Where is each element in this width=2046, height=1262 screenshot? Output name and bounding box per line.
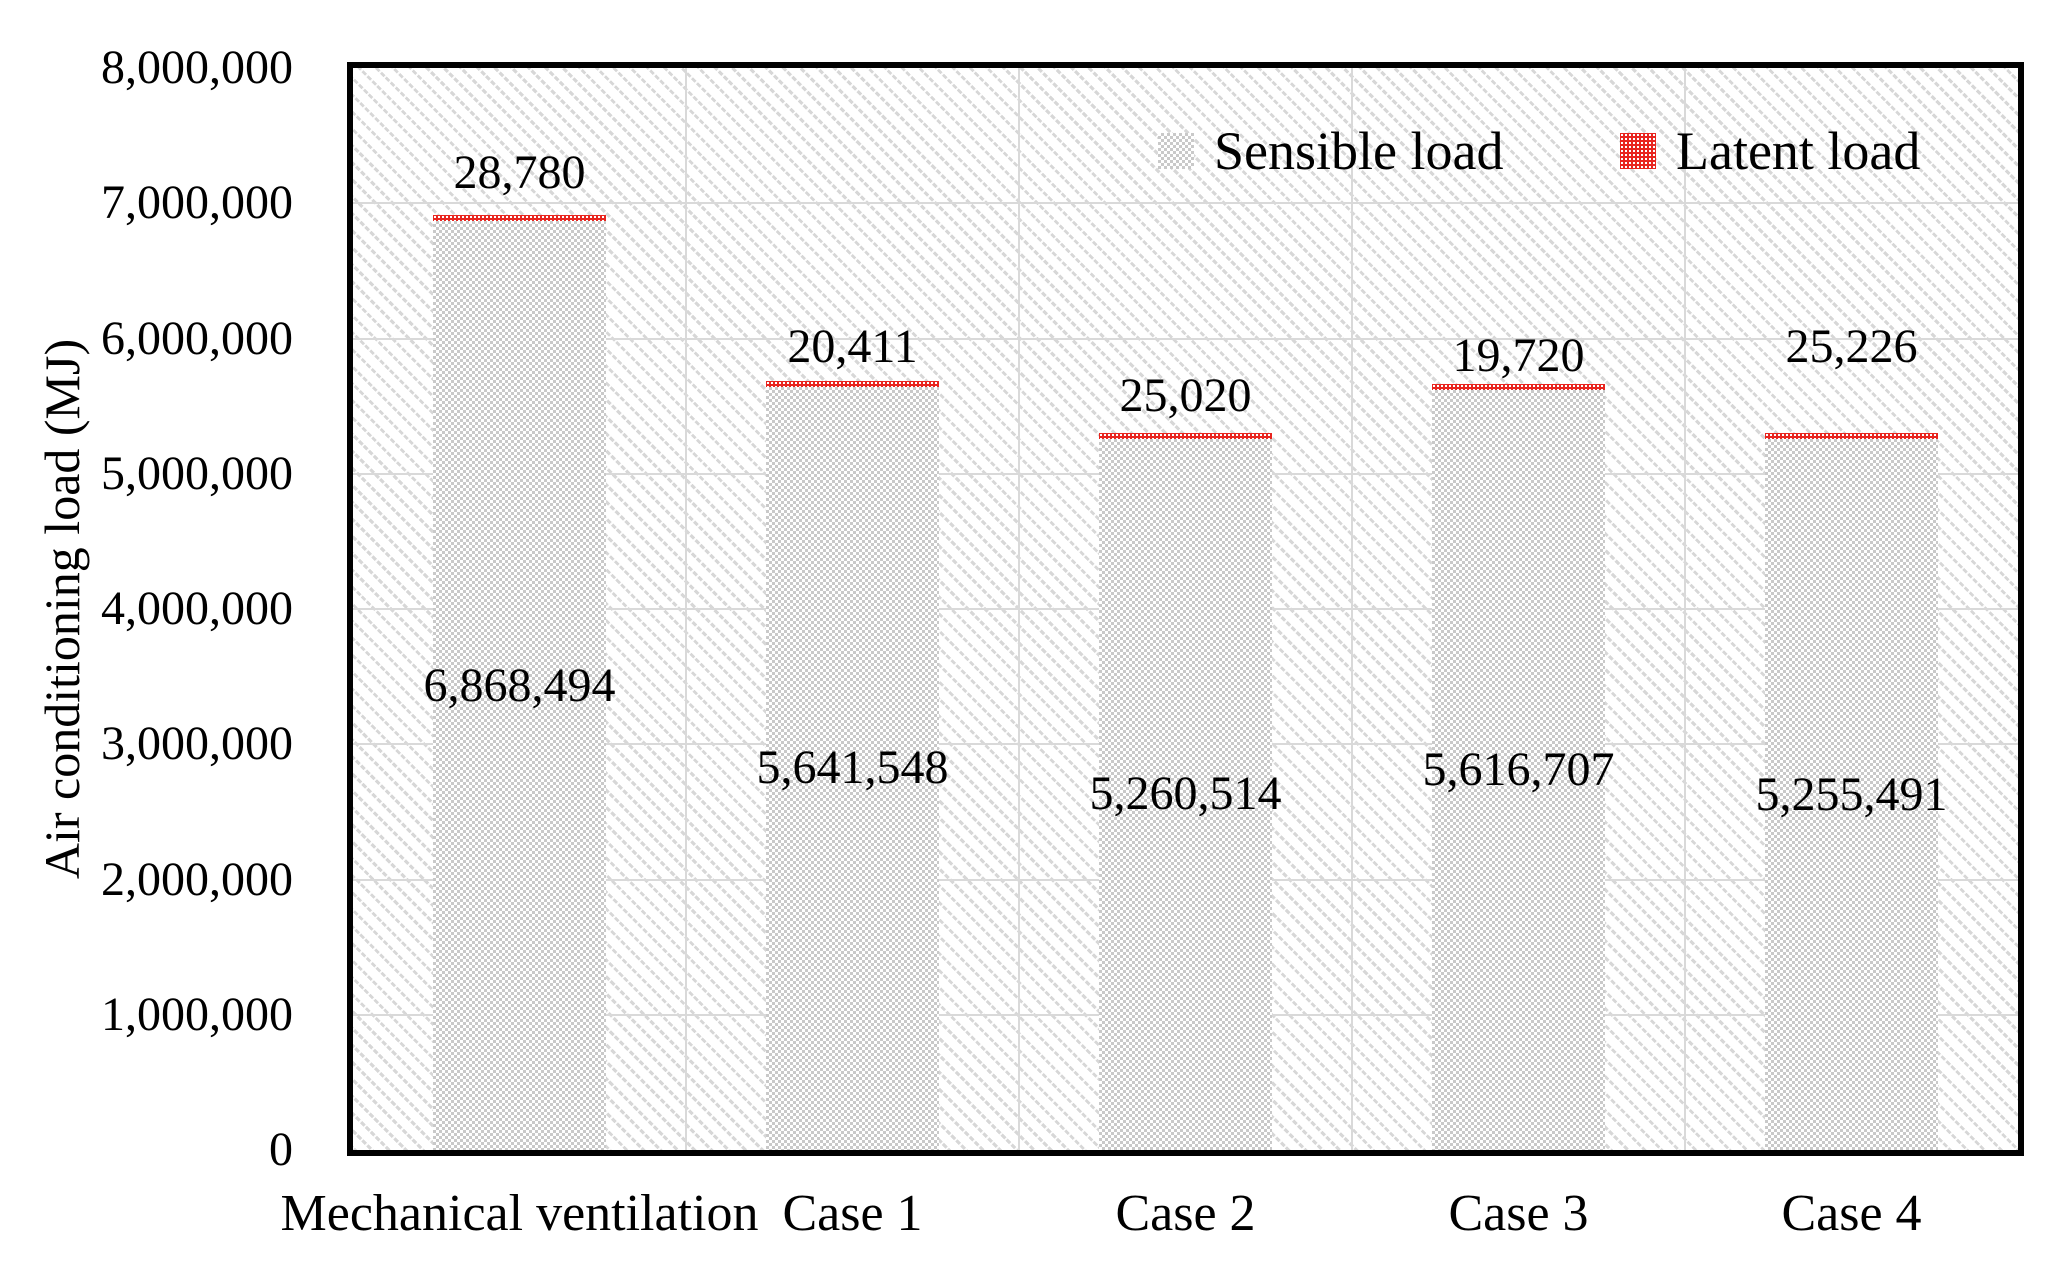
x-tick-label: Case 3 [1448, 1185, 1589, 1242]
x-tick-label: Mechanical ventilation [280, 1185, 759, 1242]
gridline-vertical [1351, 68, 1353, 1150]
y-tick-label: 0 [269, 1123, 293, 1176]
data-label-latent: 28,780 [453, 146, 586, 200]
bar-latent [433, 215, 606, 222]
gridline-vertical [1684, 68, 1686, 1150]
bar-sensible [1432, 390, 1605, 1150]
data-label-sensible: 5,641,548 [756, 741, 949, 795]
plot-area-frame: 6,868,494 28,780 5,641,548 20,411 5,260,514 2… [347, 62, 2024, 1156]
x-tick-label: Case 2 [1115, 1185, 1256, 1242]
legend-label-sensible: Sensible load [1214, 121, 1504, 181]
y-tick-label: 5,000,000 [101, 446, 293, 500]
data-label-sensible: 5,255,491 [1755, 767, 1948, 821]
y-tick-label: 3,000,000 [101, 717, 293, 771]
data-label-latent: 19,720 [1452, 329, 1585, 383]
y-tick-label: 6,000,000 [101, 311, 293, 365]
gridline-vertical [685, 68, 687, 1150]
bar-latent [1432, 384, 1605, 391]
legend-label-latent: Latent load [1676, 121, 1921, 181]
bar-sensible [1099, 438, 1272, 1150]
data-label-latent: 20,411 [787, 319, 918, 373]
bar-latent [1765, 433, 1938, 440]
data-label-latent: 25,020 [1119, 368, 1252, 422]
bar-latent [766, 380, 939, 387]
data-label-sensible: 6,868,494 [423, 658, 616, 712]
bar-sensible [433, 221, 606, 1150]
latent-load-swatch-icon [1620, 133, 1656, 169]
gridline-vertical [1018, 68, 1020, 1150]
y-tick-label: 2,000,000 [101, 852, 293, 906]
legend-item-sensible: Sensible load [1158, 123, 1503, 179]
data-label-sensible: 5,260,514 [1089, 767, 1282, 821]
bar-sensible [1765, 439, 1938, 1150]
gridline-horizontal [353, 337, 2018, 340]
x-tick-label: Case 4 [1781, 1185, 1922, 1242]
legend-item-latent: Latent load [1620, 123, 1920, 179]
gridline-horizontal [353, 202, 2018, 205]
y-tick-label: 7,000,000 [101, 176, 293, 230]
bar-sensible [766, 386, 939, 1150]
y-tick-label: 1,000,000 [101, 987, 293, 1041]
x-tick-label: Case 1 [782, 1185, 923, 1242]
bar-latent [1099, 432, 1272, 439]
data-label-sensible: 5,616,707 [1422, 743, 1615, 797]
data-label-latent: 25,226 [1785, 320, 1918, 374]
y-tick-label: 4,000,000 [101, 582, 293, 635]
plot-area: 6,868,494 28,780 5,641,548 20,411 5,260,514 2… [353, 68, 2018, 1150]
sensible-load-swatch-icon [1158, 133, 1194, 169]
y-tick-label: 8,000,000 [101, 41, 293, 94]
